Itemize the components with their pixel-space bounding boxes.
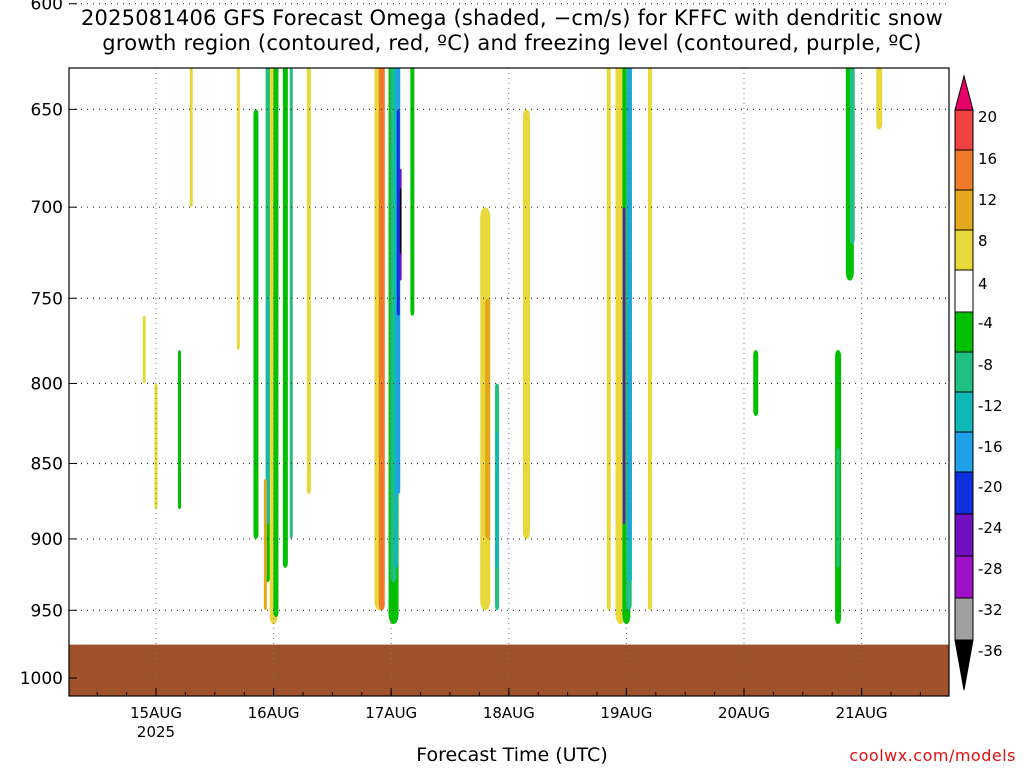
colorbar-label: 4 [978, 275, 988, 293]
x-tick-label: 20AUG [718, 704, 770, 722]
omega-cell [628, 68, 632, 539]
colorbar-label: 8 [978, 232, 988, 250]
omega-cell [273, 68, 279, 618]
omega-cell [622, 207, 626, 525]
omega-cell [282, 68, 288, 568]
colorbar-label: -36 [978, 642, 1003, 660]
omega-cell [647, 68, 652, 611]
colorbar-band [954, 269, 974, 313]
omega-cell [306, 68, 311, 495]
omega-cell [836, 447, 840, 568]
omega-cell [410, 68, 415, 316]
y-tick-label: 1000 [20, 669, 63, 689]
colorbar-band [954, 597, 974, 641]
omega-cell [253, 109, 259, 539]
colorbar-band [954, 431, 974, 473]
omega-cell [399, 188, 402, 254]
pressure-axis: 2503003504004505005506006507007508008509… [20, 0, 77, 689]
omega-cell [753, 350, 759, 417]
omega-cell [263, 478, 267, 611]
x-tick-label: 21AUG [836, 704, 888, 722]
site-credit: coolwx.com/models [849, 746, 1016, 765]
colorbar-label: -16 [978, 438, 1003, 456]
plot-background [69, 68, 949, 696]
chart-title: 2025081406 GFS Forecast Omega (shaded, −… [0, 6, 1024, 56]
colorbar-band [954, 391, 974, 433]
colorbar-label: -32 [978, 601, 1003, 619]
y-tick-label: 800 [31, 374, 63, 394]
omega-cell [630, 0, 632, 47]
colorbar-band [954, 555, 974, 599]
colorbar-top-arrow [954, 74, 974, 111]
omega-shading [142, 0, 883, 625]
y-tick-label: 850 [31, 454, 63, 474]
colorbar-label: -28 [978, 560, 1003, 578]
y-tick-label: 750 [31, 289, 63, 309]
omega-cell [236, 68, 240, 351]
colorbar-band [954, 229, 974, 271]
colorbar-label: -12 [978, 397, 1003, 415]
y-tick-label: 950 [31, 601, 63, 621]
colorbar-band [954, 109, 974, 151]
omega-cell [178, 350, 182, 510]
colorbar-label: 12 [978, 191, 997, 209]
omega-cell [606, 68, 611, 611]
omega-cell [485, 298, 491, 539]
colorbar-label: 16 [978, 150, 997, 168]
omega-cell [495, 432, 499, 568]
colorbar-band [954, 471, 974, 515]
y-tick-label: 600 [31, 0, 63, 15]
omega-cell [378, 68, 385, 611]
colorbar-band [954, 149, 974, 191]
colorbar-label: -24 [978, 519, 1003, 537]
omega-colorbar: 20 16 12 8 4 -4 -8 -12 -16 -20 -24 -28 -32 -36 [954, 74, 1003, 691]
colorbar-band [954, 513, 974, 557]
omega-cell [733, 0, 736, 47]
title-line-2: growth region (contoured, red, ºC) and f… [102, 31, 922, 55]
colorbar-label: -4 [978, 314, 993, 332]
colorbar-band [954, 311, 974, 353]
y-tick-label: 900 [31, 530, 63, 550]
x-tick-label: 17AUG [365, 704, 417, 722]
x-tick-label: 16AUG [248, 704, 300, 722]
omega-cell [154, 383, 158, 510]
colorbar-label: -8 [978, 356, 993, 374]
x-axis-title: Forecast Time (UTC) [416, 744, 608, 766]
omega-cell [142, 315, 146, 384]
x-tick-label: 15AUG [130, 704, 182, 722]
omega-cell [396, 109, 400, 316]
omega-cell [266, 298, 270, 525]
omega-cell [849, 68, 855, 245]
colorbar-band [954, 189, 974, 231]
omega-time-height-chart: -18-18-18-18-12-12-12-120000 25030035040… [20, 0, 1003, 741]
colorbar-label: 20 [978, 108, 997, 126]
y-tick-label: 650 [31, 100, 63, 120]
omega-cell [289, 68, 293, 539]
x-tick-sublabel: 2025 [137, 723, 175, 741]
omega-cell [876, 68, 883, 130]
colorbar-label: -20 [978, 478, 1003, 496]
x-tick-label: 18AUG [483, 704, 535, 722]
colorbar-bottom-arrow [954, 639, 974, 691]
omega-cell [189, 68, 193, 208]
x-tick-label: 19AUG [600, 704, 652, 722]
omega-cell [522, 109, 530, 539]
y-tick-label: 700 [31, 198, 63, 218]
colorbar-band [954, 351, 974, 393]
title-line-1: 2025081406 GFS Forecast Omega (shaded, −… [80, 6, 944, 30]
